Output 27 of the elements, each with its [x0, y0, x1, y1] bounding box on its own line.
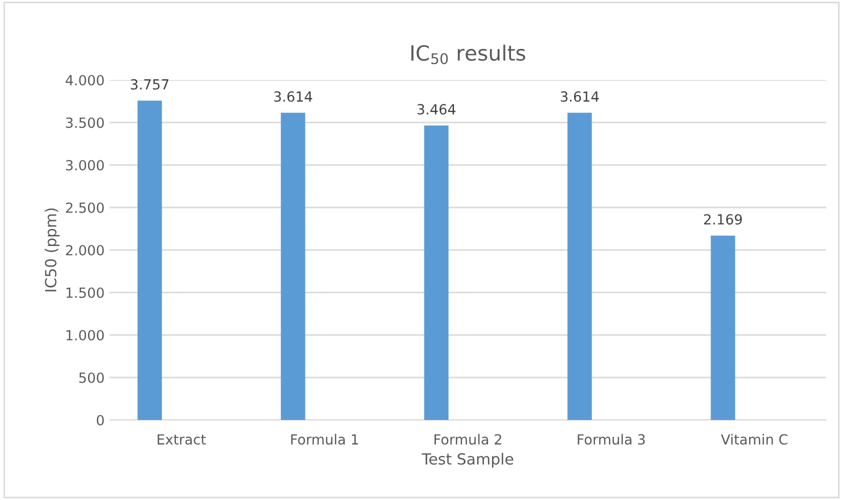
y-axis-title: IC50 (ppm)	[44, 208, 60, 292]
x-tick-label: Extract	[158, 434, 206, 445]
y-tick-label: 4.000	[66, 74, 104, 86]
bar	[710, 236, 736, 420]
data-label: 3.464	[418, 104, 456, 115]
y-tick-label: 500	[79, 372, 104, 383]
bar	[567, 112, 592, 420]
y-tick-label: 2.000	[66, 244, 104, 256]
bar	[138, 100, 162, 420]
data-label: 3.614	[560, 91, 599, 102]
data-label: 3.757	[130, 79, 168, 90]
y-tick-label: 1.000	[66, 330, 104, 340]
data-label: 3.614	[274, 91, 312, 102]
y-tick-label: 3.000	[66, 160, 104, 170]
x-axis-title: Test Sample	[422, 452, 514, 468]
bar	[424, 126, 449, 420]
bar	[280, 112, 306, 420]
y-tick-label: 1.500	[66, 287, 104, 298]
y-tick-label: 3.500	[66, 117, 104, 128]
y-tick-label: 2.500	[66, 202, 104, 213]
x-tick-label: Formula 3	[578, 434, 645, 445]
x-tick-label: Vitamin C	[720, 434, 788, 445]
x-tick-label: Formula 2	[434, 434, 502, 445]
x-tick-label: Formula 1	[291, 434, 358, 445]
data-label: 2.169	[704, 214, 742, 225]
y-tick-label: 0	[96, 414, 104, 426]
chart-title: IC$_{50}$ results	[411, 44, 526, 64]
